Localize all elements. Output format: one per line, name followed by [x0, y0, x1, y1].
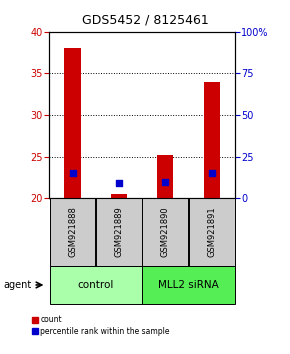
- Legend: count, percentile rank within the sample: count, percentile rank within the sample: [33, 315, 170, 336]
- Bar: [50, 198, 95, 266]
- Bar: [204, 82, 220, 198]
- Point: [163, 179, 168, 184]
- Point: [70, 170, 75, 176]
- Text: GSM921890: GSM921890: [161, 206, 170, 257]
- Bar: [64, 48, 81, 198]
- Text: GSM921888: GSM921888: [68, 206, 77, 257]
- Text: GSM921891: GSM921891: [207, 206, 216, 257]
- Bar: [142, 266, 235, 304]
- Bar: [111, 194, 127, 198]
- Bar: [142, 198, 188, 266]
- Bar: [96, 198, 142, 266]
- Text: MLL2 siRNA: MLL2 siRNA: [158, 280, 219, 290]
- Bar: [189, 198, 235, 266]
- Text: agent: agent: [3, 280, 31, 290]
- Point: [209, 170, 214, 176]
- Text: GSM921889: GSM921889: [114, 206, 124, 257]
- Text: GDS5452 / 8125461: GDS5452 / 8125461: [81, 13, 209, 27]
- Bar: [50, 266, 142, 304]
- Point: [117, 181, 121, 186]
- Bar: [157, 155, 173, 198]
- Text: control: control: [77, 280, 114, 290]
